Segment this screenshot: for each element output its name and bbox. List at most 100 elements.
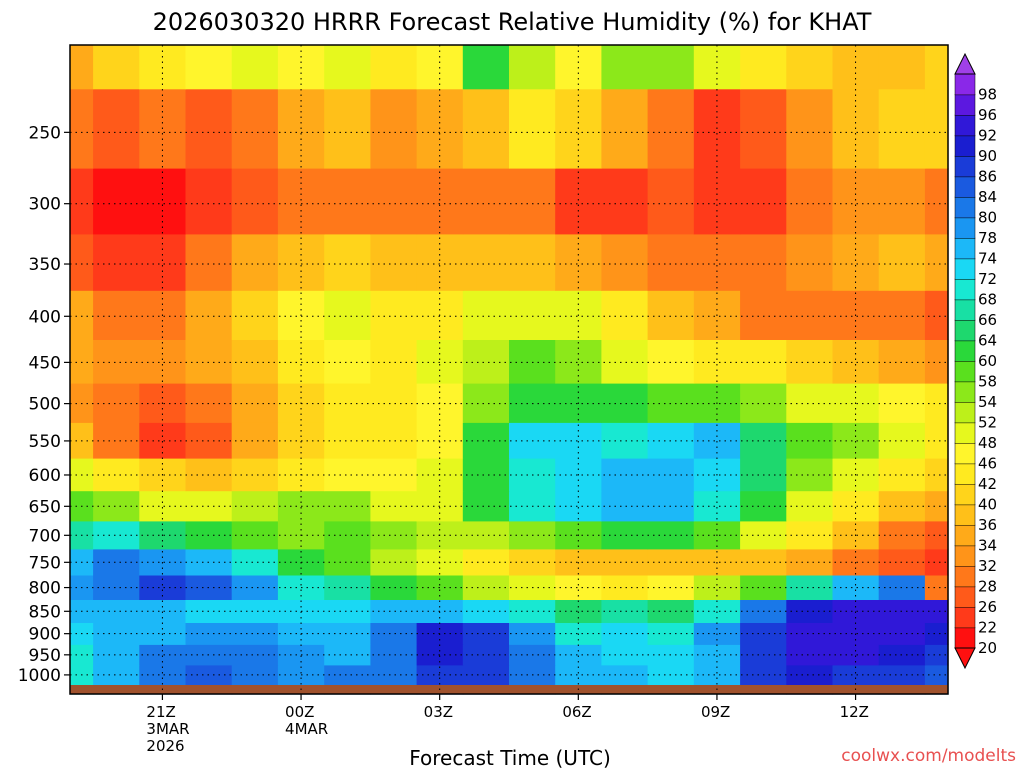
humidity-cell: [832, 168, 880, 235]
humidity-cell: [370, 622, 418, 645]
humidity-cell: [509, 168, 556, 235]
humidity-cell: [70, 45, 94, 90]
humidity-cell: [462, 490, 510, 522]
colorbar-label: 64: [978, 332, 997, 350]
humidity-cell: [185, 290, 233, 340]
humidity-cell: [462, 88, 510, 169]
humidity-cell: [93, 574, 140, 600]
humidity-cell: [462, 644, 510, 666]
humidity-cell: [601, 290, 649, 340]
colorbar-label: 32: [978, 557, 997, 575]
colorbar-label: 46: [978, 455, 997, 473]
y-tick-label: 800: [29, 579, 61, 599]
humidity-cell: [370, 88, 418, 169]
humidity-cell: [693, 644, 741, 666]
y-tick-label: 700: [29, 526, 61, 546]
colorbar-label: 28: [978, 578, 997, 596]
colorbar-swatch: [954, 176, 976, 198]
colorbar-label: 98: [978, 86, 997, 104]
humidity-cell: [740, 168, 787, 235]
humidity-cell: [324, 574, 371, 600]
humidity-cell: [924, 457, 949, 492]
colorbar-label: 92: [978, 127, 997, 145]
humidity-cell: [70, 339, 94, 384]
y-tick-label: 950: [29, 646, 61, 666]
x-tick-label: 03Z: [424, 703, 453, 721]
x-tick-label: 12Z: [840, 703, 869, 721]
colorbar-swatch: [954, 196, 976, 219]
humidity-cell: [740, 383, 787, 423]
y-tick-label: 400: [29, 307, 61, 327]
colorbar-label: 80: [978, 209, 997, 227]
humidity-cell: [740, 88, 787, 169]
colorbar-swatch: [954, 606, 976, 629]
humidity-cell: [416, 168, 464, 235]
colorbar-swatch: [954, 94, 976, 116]
humidity-cell: [786, 520, 834, 550]
colorbar-label: 34: [978, 537, 997, 555]
humidity-cell: [324, 622, 371, 645]
colorbar-label: 74: [978, 250, 997, 268]
humidity-cell: [878, 45, 926, 90]
humidity-cell: [786, 457, 834, 492]
humidity-cell: [370, 168, 418, 235]
humidity-cell: [231, 622, 279, 645]
humidity-cell: [324, 339, 371, 384]
humidity-cell: [786, 88, 834, 169]
humidity-cell: [462, 339, 510, 384]
humidity-cell: [93, 233, 140, 291]
colorbar-swatch: [954, 504, 976, 526]
humidity-cell: [462, 45, 510, 90]
colorbar-swatch: [954, 135, 976, 157]
humidity-cell: [509, 88, 556, 169]
humidity-cell: [231, 233, 279, 291]
humidity-cell: [231, 339, 279, 384]
humidity-cell: [93, 339, 140, 384]
humidity-cell: [924, 574, 949, 600]
humidity-cell: [601, 548, 649, 576]
colorbar-label: 22: [978, 619, 997, 637]
humidity-cell: [924, 520, 949, 550]
humidity-cell: [878, 339, 926, 384]
humidity-cell: [324, 457, 371, 492]
ground-strip: [70, 685, 948, 694]
x-tick-label: 09Z: [701, 703, 730, 721]
humidity-cell: [601, 520, 649, 550]
humidity-cell: [740, 233, 787, 291]
humidity-cell: [324, 599, 371, 623]
colorbar-label: 60: [978, 352, 997, 370]
colorbar-label: 52: [978, 414, 997, 432]
humidity-cell: [185, 88, 233, 169]
humidity-cell: [370, 457, 418, 492]
colorbar-label: 86: [978, 168, 997, 186]
humidity-cell: [93, 548, 140, 576]
colorbar-label: 84: [978, 188, 997, 206]
colorbar-swatch: [954, 155, 976, 178]
humidity-cell: [370, 520, 418, 550]
humidity-cell: [370, 574, 418, 600]
colorbar-label: 72: [978, 270, 997, 288]
humidity-cell: [601, 457, 649, 492]
humidity-cell: [924, 168, 949, 235]
humidity-cell: [601, 574, 649, 600]
humidity-cell: [93, 644, 140, 666]
humidity-cell: [647, 45, 695, 90]
y-tick-label: 850: [29, 602, 61, 622]
humidity-cell: [647, 233, 695, 291]
humidity-cell: [70, 168, 94, 235]
chart-title: 2026030320 HRRR Forecast Relative Humidi…: [153, 8, 872, 36]
humidity-cell: [462, 383, 510, 423]
humidity-cell: [370, 339, 418, 384]
colorbar-swatch: [954, 217, 976, 239]
humidity-cell: [231, 457, 279, 492]
colorbar-swatch: [954, 545, 976, 567]
humidity-cell: [740, 339, 787, 384]
humidity-cell: [924, 339, 949, 384]
colorbar-swatch: [954, 258, 976, 280]
humidity-cell: [786, 574, 834, 600]
humidity-cell: [277, 339, 325, 384]
humidity-cell: [70, 88, 94, 169]
y-tick-label: 250: [29, 123, 61, 143]
humidity-cell: [786, 422, 834, 459]
